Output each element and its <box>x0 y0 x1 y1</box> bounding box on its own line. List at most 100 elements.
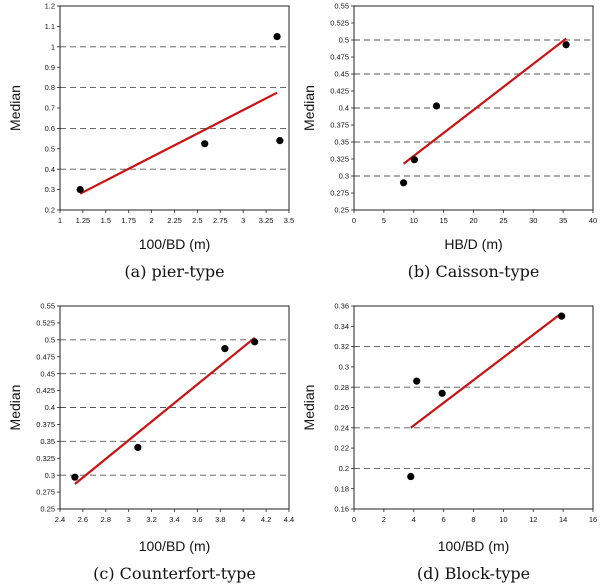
x-tick-label: 8 <box>471 515 475 524</box>
y-tick-label: 0.375 <box>330 121 349 130</box>
x-tick-label: 6 <box>442 515 446 524</box>
y-tick-label: 0.26 <box>334 403 349 412</box>
x-tick-label: 4 <box>412 515 416 524</box>
y-tick-label: 0.25 <box>334 206 349 215</box>
y-tick-label: 0.35 <box>334 138 349 147</box>
data-point <box>562 41 570 49</box>
data-point <box>76 186 84 194</box>
y-tick-label: 0.32 <box>334 342 349 351</box>
x-tick-label: 3 <box>241 216 245 225</box>
data-point <box>407 472 415 481</box>
x-tick-label: 3.5 <box>284 216 294 225</box>
x-tick-label: 15 <box>439 216 447 225</box>
y-tick-label: 0.275 <box>36 488 55 497</box>
y-tick-label: 0.34 <box>334 322 349 331</box>
x-tick-label: 14 <box>559 515 567 524</box>
y-axis-title: Median <box>301 85 317 131</box>
x-axis-title: 100/BD (m) <box>438 538 510 554</box>
data-point <box>71 473 79 481</box>
x-axis-title: HB/D (m) <box>444 236 502 252</box>
x-tick-label: 2.25 <box>167 216 182 225</box>
data-point <box>432 102 441 110</box>
panel-caption: (d) Block-type <box>417 564 530 583</box>
x-tick-label: 4.2 <box>261 515 271 524</box>
y-tick-label: 0.275 <box>330 189 349 198</box>
panel-a: 0.2 0.3 0.4 0.5 0.6 0.7 0.8 0.9 1 1.1 1.2 1 1.25 1.5 1… <box>7 2 294 281</box>
panel-c: 0.25 0.275 0.3 0.325 0.35 0.375 0.4 0.425 0.45 0.… <box>7 302 294 583</box>
x-tick-label: 20 <box>469 216 477 225</box>
x-tick-label: 16 <box>589 515 597 524</box>
y-tick-label: 1.1 <box>45 22 55 31</box>
y-tick-label: 0.8 <box>45 83 55 92</box>
x-tick-label: 3.25 <box>259 216 274 225</box>
x-tick-label: 3.2 <box>146 515 156 524</box>
x-tick-label: 2.6 <box>78 515 88 524</box>
x-tick-label: 40 <box>589 216 597 225</box>
fit-line <box>410 312 563 429</box>
y-tick-label: 0.4 <box>45 403 55 412</box>
panel-caption: (a) pier-type <box>124 262 224 281</box>
x-tick-label: 2.4 <box>55 515 65 524</box>
data-point <box>251 338 259 346</box>
y-tick-label: 0.7 <box>45 104 55 113</box>
y-tick-label: 0.9 <box>45 63 55 72</box>
x-tick-label: 2 <box>150 216 154 225</box>
y-tick-label: 0.45 <box>334 70 349 79</box>
x-axis-title: 100/BD (m) <box>139 538 211 554</box>
x-tick-label: 0 <box>352 515 356 524</box>
plot-frame <box>59 5 290 211</box>
data-point <box>438 389 446 397</box>
x-tick-label: 1.75 <box>121 216 136 225</box>
y-tick-label: 0.475 <box>330 53 349 62</box>
data-point <box>273 33 281 41</box>
y-tick-label: 0.35 <box>40 437 55 446</box>
panel-b: 0.25 0.275 0.3 0.325 0.35 0.375 0.4 0.425 0.45 0.… <box>301 2 597 281</box>
panel-caption: (c) Counterfort-type <box>93 564 256 583</box>
data-point <box>410 156 418 164</box>
y-tick-label: 0.475 <box>36 352 55 361</box>
data-point <box>221 345 229 353</box>
plot-frame <box>353 305 594 510</box>
fit-line <box>402 37 567 165</box>
y-tick-label: 0.25 <box>40 505 55 514</box>
y-tick-label: 0.525 <box>36 319 55 328</box>
fit-line <box>74 336 256 485</box>
y-tick-label: 0.5 <box>339 36 349 45</box>
y-tick-label: 0.4 <box>45 165 55 174</box>
x-tick-label: 0 <box>352 216 356 225</box>
x-tick-label: 1 <box>58 216 62 225</box>
y-tick-label: 0.28 <box>334 383 349 392</box>
y-tick-label: 0.3 <box>339 172 349 181</box>
y-tick-label: 0.55 <box>334 2 349 11</box>
y-axis-title: Median <box>7 85 23 131</box>
y-tick-label: 0.5 <box>45 144 55 153</box>
x-tick-label: 3 <box>127 515 131 524</box>
x-tick-label: 1.5 <box>101 216 111 225</box>
y-axis-title: Median <box>301 385 317 431</box>
y-tick-label: 0.2 <box>45 206 55 215</box>
y-tick-label: 0.2 <box>339 464 349 473</box>
x-tick-label: 1.25 <box>76 216 91 225</box>
y-tick-label: 0.375 <box>36 420 55 429</box>
data-point <box>276 137 284 145</box>
y-tick-label: 0.24 <box>334 423 349 432</box>
data-point <box>201 140 209 148</box>
y-tick-label: 0.4 <box>339 104 349 113</box>
x-tick-label: 2.5 <box>192 216 202 225</box>
x-tick-label: 4 <box>241 515 245 524</box>
data-point <box>413 377 421 385</box>
y-tick-label: 0.325 <box>330 155 349 164</box>
y-axis-title: Median <box>7 385 23 431</box>
x-tick-label: 2.75 <box>213 216 228 225</box>
x-tick-label: 10 <box>410 216 418 225</box>
x-tick-label: 10 <box>499 515 507 524</box>
y-tick-label: 0.45 <box>40 369 55 378</box>
y-tick-label: 0.22 <box>334 444 349 453</box>
data-point <box>558 312 566 320</box>
y-tick-label: 0.3 <box>45 471 55 480</box>
y-tick-label: 1.2 <box>45 2 55 11</box>
x-axis-title: 100/BD (m) <box>139 236 211 252</box>
y-tick-label: 1 <box>51 42 55 51</box>
data-point <box>134 443 142 452</box>
